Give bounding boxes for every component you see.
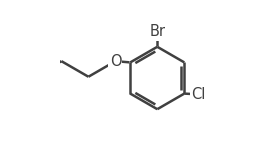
Text: N: N <box>0 69 1 84</box>
Text: Br: Br <box>149 24 165 39</box>
Text: Cl: Cl <box>191 87 206 102</box>
Text: O: O <box>110 54 121 69</box>
